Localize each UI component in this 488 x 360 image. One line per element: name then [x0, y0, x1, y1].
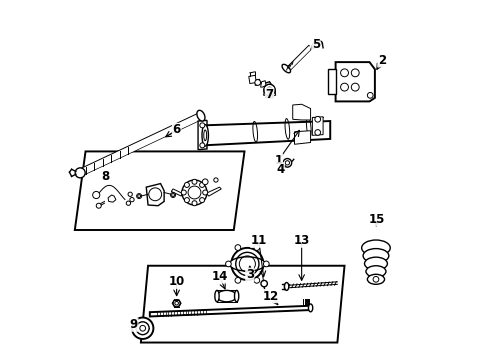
- Ellipse shape: [229, 257, 264, 271]
- Ellipse shape: [363, 249, 388, 263]
- Polygon shape: [292, 104, 310, 120]
- Circle shape: [261, 280, 267, 287]
- Circle shape: [199, 198, 204, 203]
- Circle shape: [200, 143, 204, 148]
- Polygon shape: [203, 121, 329, 145]
- Polygon shape: [75, 152, 244, 230]
- Text: 9: 9: [129, 318, 138, 331]
- Circle shape: [130, 198, 134, 202]
- Text: 7: 7: [265, 88, 273, 101]
- Circle shape: [93, 192, 100, 199]
- Ellipse shape: [282, 64, 290, 73]
- Circle shape: [235, 245, 240, 251]
- Polygon shape: [146, 184, 164, 206]
- Ellipse shape: [136, 194, 142, 199]
- Polygon shape: [206, 187, 221, 196]
- Text: 8: 8: [101, 170, 109, 183]
- Circle shape: [314, 116, 320, 122]
- Text: 11: 11: [250, 234, 266, 247]
- Circle shape: [254, 80, 260, 85]
- Circle shape: [136, 322, 149, 335]
- Ellipse shape: [202, 125, 208, 146]
- Circle shape: [225, 261, 231, 267]
- Circle shape: [283, 158, 291, 167]
- Circle shape: [340, 69, 348, 77]
- Circle shape: [128, 192, 132, 197]
- Circle shape: [192, 201, 197, 206]
- Ellipse shape: [361, 240, 389, 256]
- Polygon shape: [80, 112, 201, 176]
- Circle shape: [366, 93, 372, 98]
- Ellipse shape: [234, 291, 238, 302]
- Polygon shape: [264, 82, 272, 98]
- Text: 15: 15: [368, 213, 384, 226]
- Circle shape: [132, 318, 153, 339]
- Polygon shape: [294, 131, 310, 144]
- Ellipse shape: [231, 248, 263, 280]
- Text: 1: 1: [274, 154, 282, 167]
- Text: 4: 4: [276, 163, 284, 176]
- Polygon shape: [149, 306, 310, 316]
- Ellipse shape: [364, 257, 386, 270]
- Circle shape: [350, 69, 358, 77]
- Polygon shape: [198, 120, 206, 150]
- Text: 6: 6: [172, 123, 181, 136]
- Circle shape: [372, 276, 378, 282]
- Polygon shape: [312, 117, 323, 135]
- Ellipse shape: [365, 266, 385, 277]
- Polygon shape: [335, 62, 374, 102]
- Circle shape: [235, 278, 240, 283]
- Circle shape: [182, 180, 206, 205]
- Circle shape: [199, 183, 204, 188]
- Circle shape: [263, 84, 275, 96]
- Circle shape: [173, 300, 180, 307]
- Circle shape: [96, 203, 101, 208]
- Circle shape: [253, 245, 259, 251]
- Circle shape: [181, 190, 186, 195]
- Ellipse shape: [214, 291, 219, 302]
- Circle shape: [263, 261, 268, 267]
- Polygon shape: [328, 69, 335, 94]
- Text: 10: 10: [168, 275, 184, 288]
- Ellipse shape: [216, 291, 236, 302]
- Circle shape: [184, 198, 189, 203]
- Text: 14: 14: [211, 270, 227, 283]
- Polygon shape: [141, 266, 344, 342]
- Polygon shape: [285, 46, 312, 71]
- Polygon shape: [260, 81, 265, 87]
- Circle shape: [314, 130, 320, 135]
- Circle shape: [213, 178, 218, 182]
- Polygon shape: [255, 79, 260, 85]
- Circle shape: [200, 123, 204, 128]
- Ellipse shape: [366, 274, 384, 284]
- Text: 13: 13: [293, 234, 309, 247]
- Circle shape: [75, 168, 85, 178]
- Circle shape: [253, 278, 259, 283]
- Text: 12: 12: [263, 289, 279, 303]
- Circle shape: [202, 179, 207, 185]
- Polygon shape: [108, 195, 116, 202]
- Circle shape: [192, 179, 197, 184]
- Circle shape: [340, 83, 348, 91]
- Circle shape: [203, 190, 207, 195]
- Circle shape: [350, 83, 358, 91]
- Text: 5: 5: [311, 38, 320, 51]
- Text: 3: 3: [245, 268, 253, 281]
- Polygon shape: [171, 189, 182, 196]
- Text: 2: 2: [377, 54, 386, 67]
- Polygon shape: [248, 75, 256, 84]
- Ellipse shape: [308, 304, 312, 312]
- Circle shape: [184, 183, 189, 188]
- Circle shape: [126, 201, 130, 205]
- Ellipse shape: [197, 110, 204, 121]
- Ellipse shape: [170, 193, 175, 198]
- Ellipse shape: [284, 283, 288, 291]
